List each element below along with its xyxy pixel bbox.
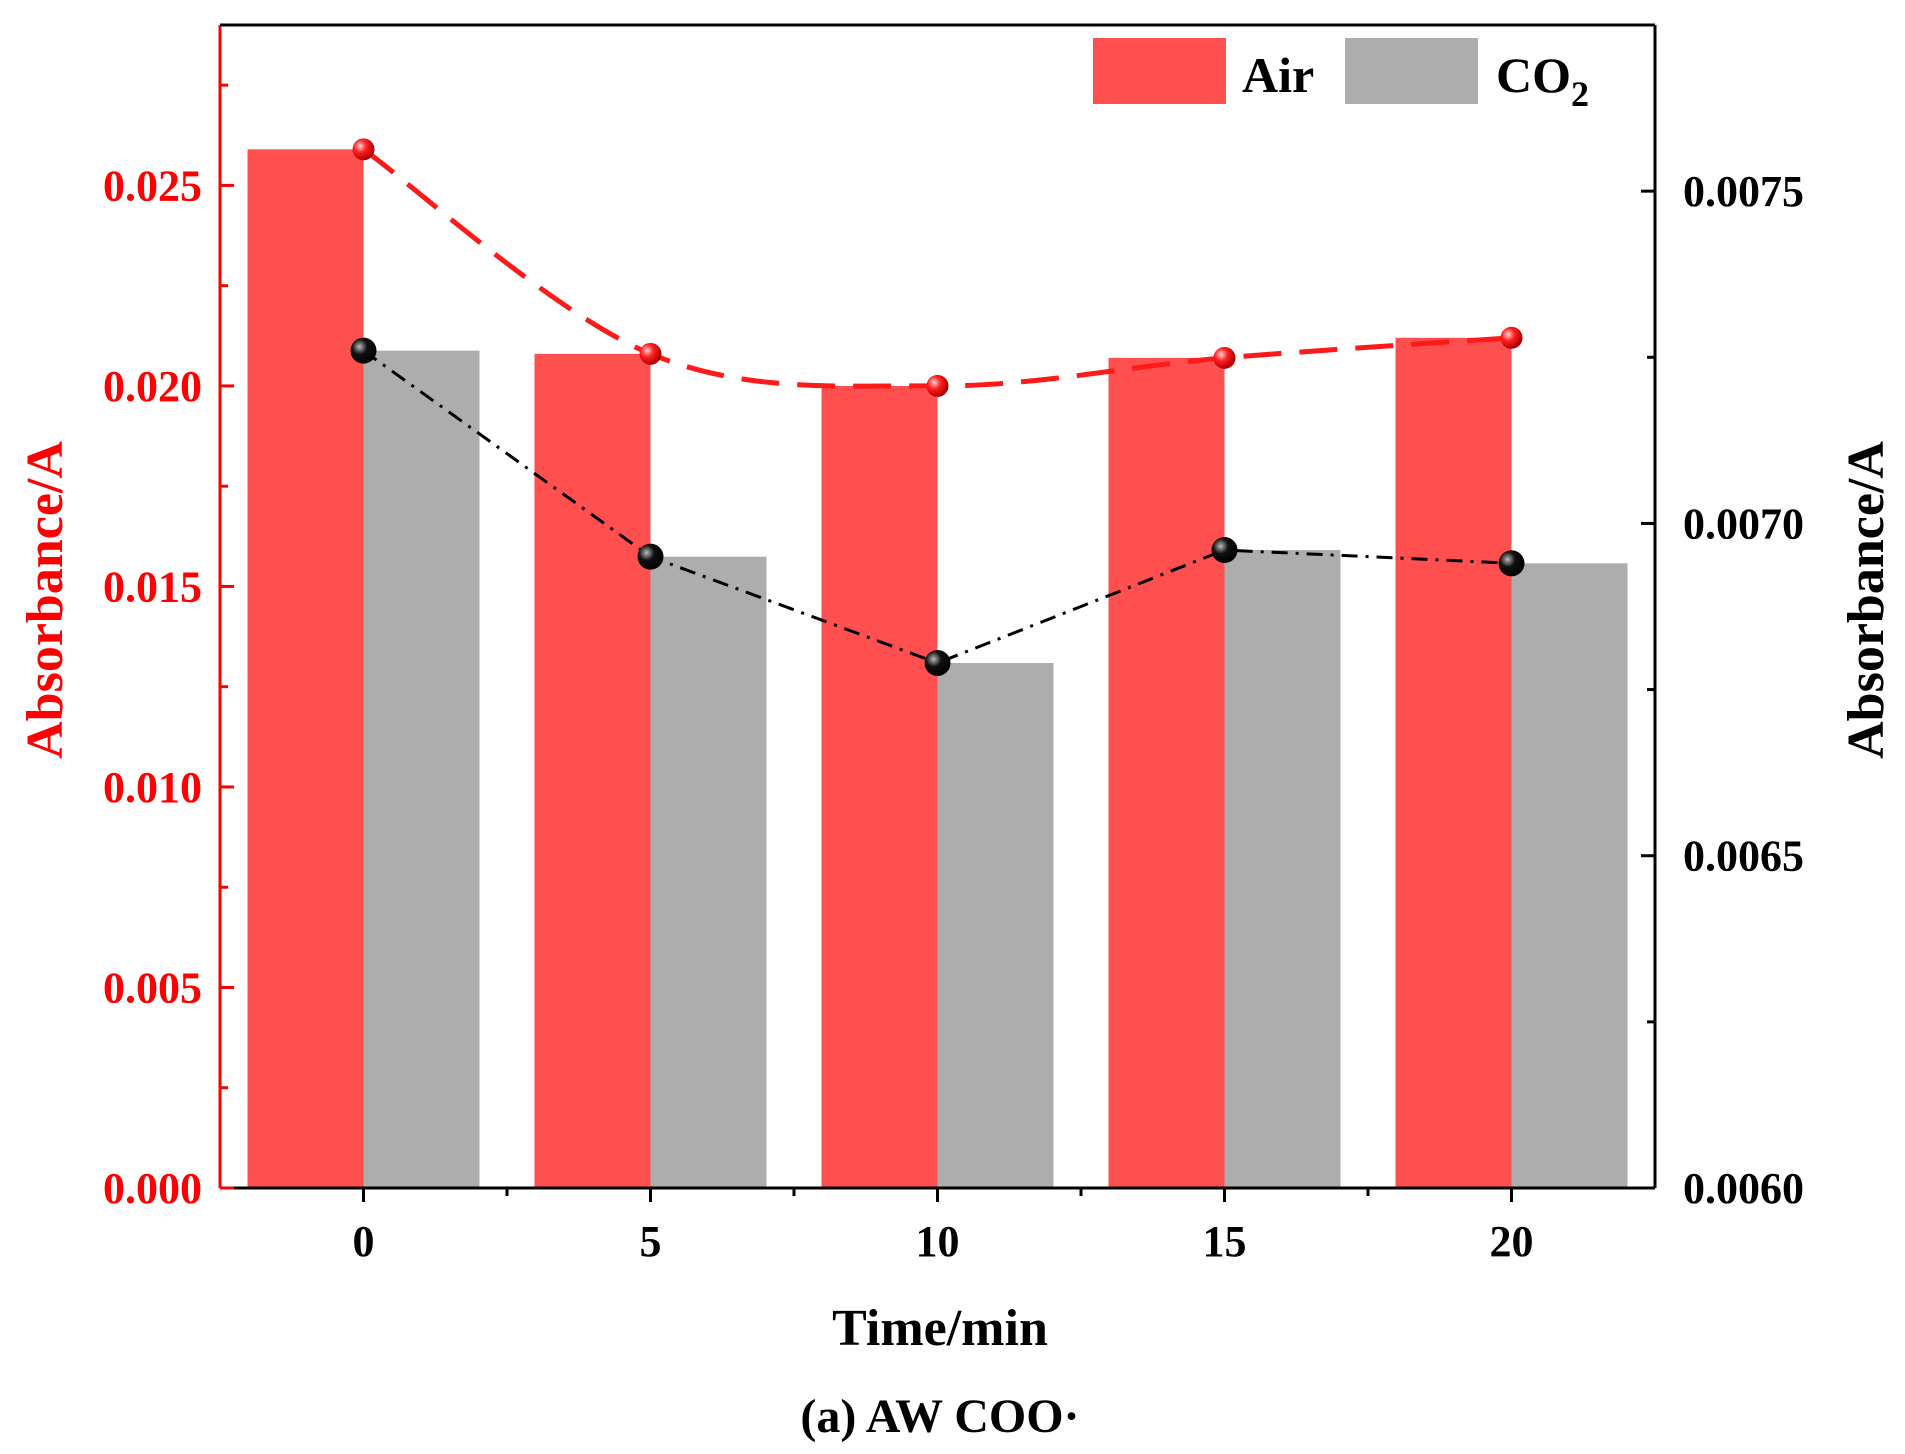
tick-label-x: 5 [640,1217,662,1266]
marker-air-20 [1500,326,1523,349]
legend-swatch-co2 [1345,38,1478,104]
bar-co2-5 [650,556,767,1188]
y-axis-right-title: Absorbance/A [1838,441,1895,759]
bar-co2-15 [1224,550,1341,1188]
x-axis-title: Time/min [832,1300,1048,1357]
marker-co2-15 [1211,537,1238,564]
tick-label-left: 0.010 [103,763,202,812]
bar-co2-10 [937,662,1054,1188]
lines-group [350,138,1525,676]
bar-air-0 [247,149,364,1189]
legend-label-co2: CO2 [1496,47,1589,114]
bar-co2-20 [1511,563,1628,1188]
line-air [362,147,1512,389]
figure-caption: (a) AW COO· [800,1390,1079,1443]
marker-co2-10 [924,649,951,676]
marker-co2-20 [1498,550,1525,577]
marker-air-15 [1213,346,1236,369]
bars-group [247,149,1628,1189]
marker-air-5 [639,342,662,365]
bar-air-10 [821,385,938,1188]
bar-air-5 [534,353,651,1188]
tick-label-right: 0.0065 [1683,832,1804,881]
legend: Air CO2 [1093,38,1589,114]
y-axis-left-title: Absorbance/A [17,441,74,759]
legend-swatch-air [1093,38,1226,104]
tick-label-right: 0.0075 [1683,167,1804,216]
marker-co2-5 [637,543,664,570]
tick-label-x: 10 [916,1217,960,1266]
tick-label-x: 20 [1490,1217,1534,1266]
tick-label-left: 0.005 [103,963,202,1012]
bar-air-20 [1395,337,1512,1188]
tick-label-left: 0.000 [103,1164,202,1213]
marker-air-10 [926,374,949,397]
tick-label-left: 0.015 [103,562,202,611]
tick-label-right: 0.0070 [1683,499,1804,548]
bar-co2-0 [363,350,480,1188]
ticks-group: 0.000 0.005 0.010 0.015 0.020 0.025 0.0060 0.00… [103,83,1804,1266]
marker-co2-0 [350,337,377,364]
line-co2 [362,349,1512,665]
marker-air-0 [352,138,375,161]
tick-label-right: 0.0060 [1683,1164,1804,1213]
tick-label-x: 0 [353,1217,375,1266]
tick-label-left: 0.025 [103,161,202,210]
tick-label-x: 15 [1203,1217,1247,1266]
bar-air-15 [1108,357,1225,1188]
tick-label-left: 0.020 [103,362,202,411]
legend-label-air: Air [1242,47,1314,103]
